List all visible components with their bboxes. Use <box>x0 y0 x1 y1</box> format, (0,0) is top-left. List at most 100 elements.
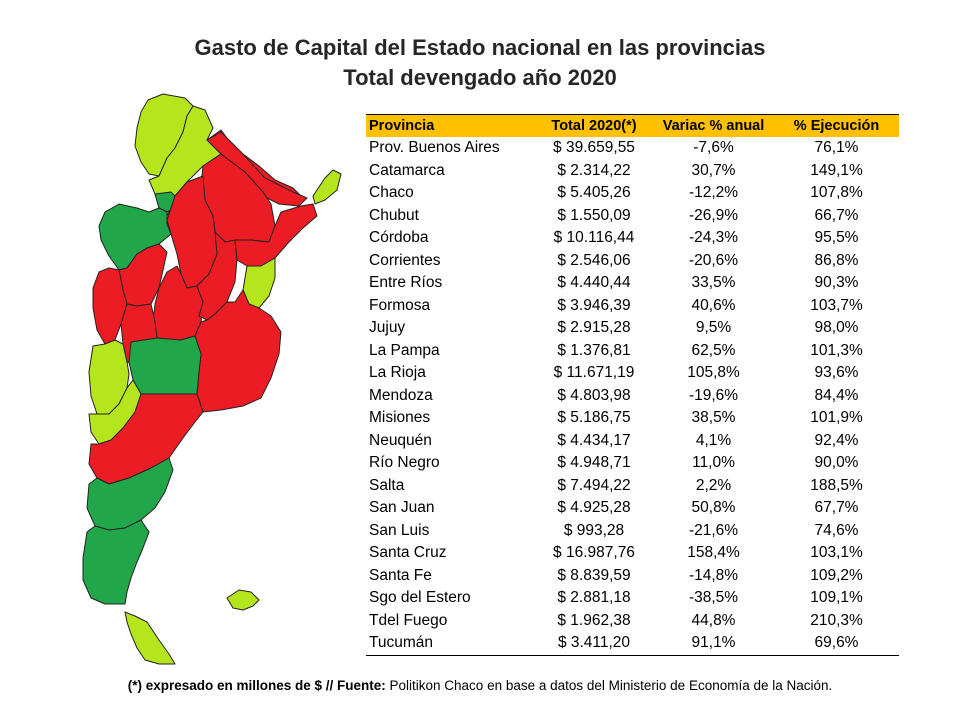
cell-variacion: 2,2% <box>695 476 732 494</box>
cell-ejecucion: 92,4% <box>814 431 859 449</box>
cell-variacion: 40,6% <box>691 296 736 314</box>
cell-variacion: -26,9% <box>688 206 739 224</box>
cell-variacion: 44,8% <box>691 611 736 629</box>
table-row: Tdel Fuego $ 1.962,38 44,8% 210,3% <box>366 610 899 633</box>
cell-ejecucion: 103,7% <box>810 296 863 314</box>
title-line-2: Total devengado año 2020 <box>343 65 617 90</box>
table-row: Santa Cruz $ 16.987,76 158,4% 103,1% <box>366 542 899 565</box>
header-variacion: Variac % anual <box>653 114 774 137</box>
cell-variacion: 50,8% <box>691 499 736 517</box>
cell-variacion: 62,5% <box>691 341 736 359</box>
cell-ejecucion: 76,1% <box>814 139 859 157</box>
cell-total: $ 4.948,71 <box>557 454 631 472</box>
cell-provincia: Jujuy <box>369 319 406 337</box>
cell-ejecucion: 69,6% <box>774 632 899 656</box>
header-total: Total 2020(*) <box>535 114 653 137</box>
cell-ejecucion: 67,7% <box>814 499 859 517</box>
cell-total: $ 7.494,22 <box>557 476 631 494</box>
cell-ejecucion: 101,9% <box>810 409 863 427</box>
cell-total: $ 1.550,09 <box>557 206 631 224</box>
table-row: Misiones $ 5.186,75 38,5% 101,9% <box>366 407 899 430</box>
cell-ejecucion: 86,8% <box>814 251 859 269</box>
cell-ejecucion: 210,3% <box>810 611 863 629</box>
cell-total: $ 8.839,59 <box>557 566 631 584</box>
cell-variacion: -21,6% <box>688 521 739 539</box>
cell-total: $ 3.411,20 <box>535 632 653 656</box>
cell-total: $ 4.803,98 <box>557 386 631 404</box>
cell-ejecucion: 109,2% <box>810 566 863 584</box>
cell-provincia: Misiones <box>369 409 431 427</box>
table-row: Neuquén $ 4.434,17 4,1% 92,4% <box>366 430 899 453</box>
cell-variacion: 38,5% <box>691 409 736 427</box>
table-row: Entre Ríos $ 4.440,44 33,5% 90,3% <box>366 272 899 295</box>
cell-provincia: La Pampa <box>369 341 440 359</box>
title-line-1: Gasto de Capital del Estado nacional en … <box>194 35 766 60</box>
table-row: Córdoba $ 10.116,44 -24,3% 95,5% <box>366 227 899 250</box>
cell-total: $ 2.915,28 <box>557 319 631 337</box>
cell-provincia: Santa Cruz <box>369 544 447 562</box>
cell-ejecucion: 107,8% <box>810 184 863 202</box>
cell-variacion: 91,1% <box>653 632 774 656</box>
cell-ejecucion: 84,4% <box>814 386 859 404</box>
cell-provincia: Córdoba <box>369 229 429 247</box>
footnote: (*) expresado en millones de $ // Fuente… <box>0 678 960 693</box>
cell-provincia: Salta <box>369 476 405 494</box>
cell-ejecucion: 90,3% <box>814 274 859 292</box>
cell-total: $ 39.659,55 <box>553 139 635 157</box>
cell-variacion: 105,8% <box>687 364 740 382</box>
cell-total: $ 5.186,75 <box>557 409 631 427</box>
cell-provincia: Corrientes <box>369 251 441 269</box>
cell-provincia: Entre Ríos <box>369 274 443 292</box>
argentina-map <box>82 93 342 665</box>
cell-provincia: Neuquén <box>369 431 432 449</box>
table-row: Mendoza $ 4.803,98 -19,6% 84,4% <box>366 385 899 408</box>
table-row: La Pampa $ 1.376,81 62,5% 101,3% <box>366 340 899 363</box>
cell-variacion: 30,7% <box>691 161 736 179</box>
province-misiones <box>312 169 342 205</box>
cell-total: $ 4.925,28 <box>557 499 631 517</box>
cell-provincia: La Rioja <box>369 364 426 382</box>
table-row: Sgo del Estero $ 2.881,18 -38,5% 109,1% <box>366 587 899 610</box>
cell-provincia: Formosa <box>369 296 431 314</box>
cell-variacion: -7,6% <box>693 139 734 157</box>
province-santa-cruz <box>82 519 150 605</box>
cell-total: $ 4.434,17 <box>557 431 631 449</box>
cell-variacion: 33,5% <box>691 274 736 292</box>
footnote-bold: (*) expresado en millones de $ // Fuente… <box>127 678 386 693</box>
cell-ejecucion: 95,5% <box>814 229 859 247</box>
cell-provincia: Santa Fe <box>369 566 432 584</box>
table-row: Río Negro $ 4.948,71 11,0% 90,0% <box>366 452 899 475</box>
cell-total: $ 4.440,44 <box>557 274 631 292</box>
cell-provincia: San Luis <box>369 521 430 539</box>
table-row: Chaco $ 5.405,26 -12,2% 107,8% <box>366 182 899 205</box>
cell-total: $ 10.116,44 <box>553 229 635 247</box>
cell-total: $ 1.376,81 <box>557 341 631 359</box>
cell-variacion: -12,2% <box>688 184 739 202</box>
cell-variacion: 158,4% <box>687 544 740 562</box>
cell-variacion: -14,8% <box>688 566 739 584</box>
table-row: Santa Fe $ 8.839,59 -14,8% 109,2% <box>366 565 899 588</box>
cell-total: $ 993,28 <box>563 521 625 539</box>
cell-variacion: 11,0% <box>692 454 735 472</box>
cell-total: $ 2.546,06 <box>557 251 631 269</box>
table-row: San Juan $ 4.925,28 50,8% 67,7% <box>366 497 899 520</box>
cell-total: $ 1.962,38 <box>557 611 631 629</box>
islas-malvinas <box>226 589 260 611</box>
cell-ejecucion: 66,7% <box>814 206 859 224</box>
header-provincia: Provincia <box>366 114 535 137</box>
province-tierra-del-fuego <box>124 611 176 665</box>
cell-provincia: Tdel Fuego <box>369 611 448 629</box>
cell-total: $ 3.946,39 <box>557 296 631 314</box>
cell-ejecucion: 109,1% <box>810 589 863 607</box>
cell-ejecucion: 93,6% <box>814 364 859 382</box>
table-row: Salta $ 7.494,22 2,2% 188,5% <box>366 475 899 498</box>
cell-variacion: -24,3% <box>688 229 739 247</box>
cell-total: $ 16.987,76 <box>553 544 635 562</box>
cell-provincia: Chaco <box>369 184 414 202</box>
table-row: Formosa $ 3.946,39 40,6% 103,7% <box>366 295 899 318</box>
cell-total: $ 5.405,26 <box>557 184 631 202</box>
cell-variacion: -19,6% <box>688 386 739 404</box>
province-la-pampa <box>128 335 202 395</box>
cell-ejecucion: 149,1% <box>810 161 863 179</box>
cell-ejecucion: 101,3% <box>810 341 863 359</box>
